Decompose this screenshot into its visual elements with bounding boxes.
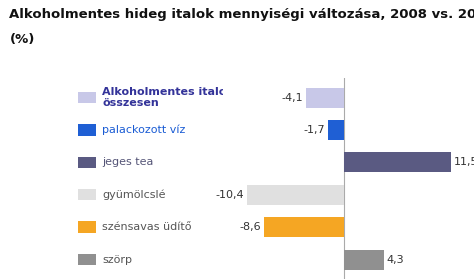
FancyBboxPatch shape: [78, 157, 96, 168]
FancyBboxPatch shape: [78, 254, 96, 265]
FancyBboxPatch shape: [78, 124, 96, 136]
Text: 11,5: 11,5: [454, 157, 474, 167]
FancyBboxPatch shape: [78, 189, 96, 200]
Text: jeges tea: jeges tea: [102, 157, 154, 167]
Text: szénsavas üdítő: szénsavas üdítő: [102, 222, 192, 232]
Bar: [306, 88, 344, 108]
Text: -8,6: -8,6: [239, 222, 261, 232]
Text: -10,4: -10,4: [216, 190, 244, 200]
Text: Alkoholmentes italok
összesen: Alkoholmentes italok összesen: [102, 87, 234, 108]
Bar: [264, 217, 344, 237]
FancyBboxPatch shape: [78, 222, 96, 233]
Text: gyümölcslé: gyümölcslé: [102, 189, 166, 200]
Text: -4,1: -4,1: [281, 93, 303, 103]
Text: -1,7: -1,7: [303, 125, 325, 135]
Bar: [247, 185, 344, 205]
Bar: [344, 152, 451, 172]
Text: 4,3: 4,3: [386, 254, 404, 264]
FancyBboxPatch shape: [78, 92, 96, 103]
Text: (%): (%): [9, 33, 35, 47]
Text: palackozott víz: palackozott víz: [102, 125, 186, 135]
Text: Alkoholmentes hideg italok mennyiségi változása, 2008 vs. 2007: Alkoholmentes hideg italok mennyiségi vá…: [9, 8, 474, 21]
Text: szörp: szörp: [102, 254, 132, 264]
Bar: [328, 120, 344, 140]
Bar: [344, 249, 384, 270]
